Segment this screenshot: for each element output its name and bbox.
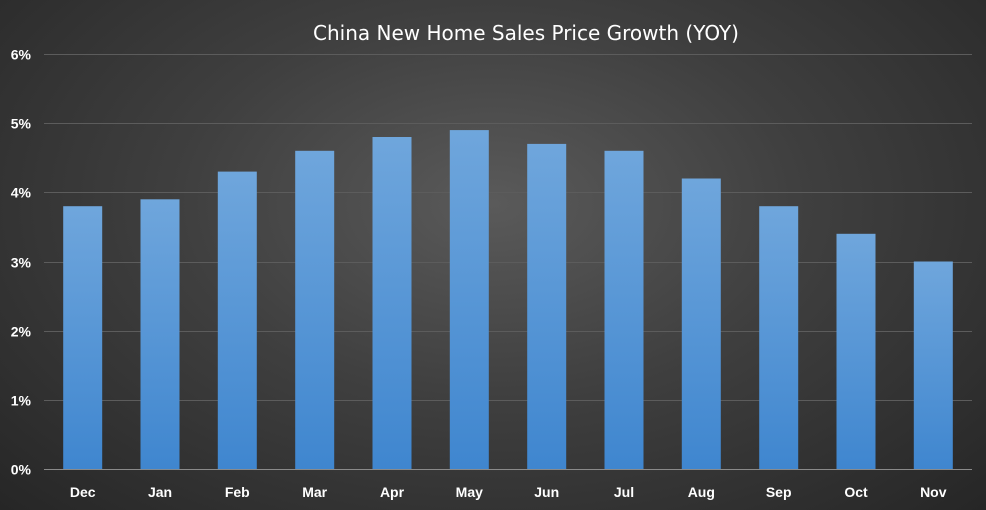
x-tick-label: Dec	[70, 484, 96, 500]
x-tick-label: Jun	[534, 484, 559, 500]
x-tick-label: Jul	[614, 484, 634, 500]
bar-sep	[759, 206, 799, 469]
x-tick-label: Nov	[920, 484, 947, 500]
x-axis-labels: Dec Jan Feb Mar Apr May Jun Jul Aug Sep Oct Nov	[70, 484, 947, 500]
x-tick-label: May	[456, 484, 483, 500]
chart-title: China New Home Sales Price Growth (YOY)	[313, 21, 739, 45]
y-axis-labels: 0% 1% 2% 3% 4% 5% 6%	[11, 47, 32, 478]
x-tick-label: Sep	[766, 484, 792, 500]
x-tick-label: Jan	[148, 484, 172, 500]
x-tick-label: Aug	[688, 484, 715, 500]
y-tick-label: 4%	[11, 185, 32, 201]
y-tick-label: 5%	[11, 116, 32, 132]
bar-apr	[372, 137, 412, 469]
x-tick-label: Feb	[225, 484, 250, 500]
bar-jan	[140, 199, 180, 470]
x-tick-label: Apr	[380, 484, 405, 500]
bar-may	[449, 130, 489, 469]
bar-feb	[217, 171, 257, 469]
y-tick-label: 0%	[11, 462, 32, 478]
bar-mar	[295, 150, 335, 470]
y-tick-label: 1%	[11, 393, 32, 409]
y-tick-label: 3%	[11, 255, 32, 271]
grid-lines	[44, 54, 972, 470]
bar-oct	[836, 233, 876, 469]
bar-jul	[604, 150, 644, 470]
bar-nov	[913, 261, 953, 469]
x-tick-label: Oct	[844, 484, 868, 500]
bar-jun	[527, 143, 567, 469]
x-tick-label: Mar	[302, 484, 327, 500]
bar-aug	[681, 178, 721, 469]
bars	[63, 130, 953, 470]
y-tick-label: 6%	[11, 47, 32, 63]
bar-dec	[63, 206, 103, 469]
y-tick-label: 2%	[11, 324, 32, 340]
